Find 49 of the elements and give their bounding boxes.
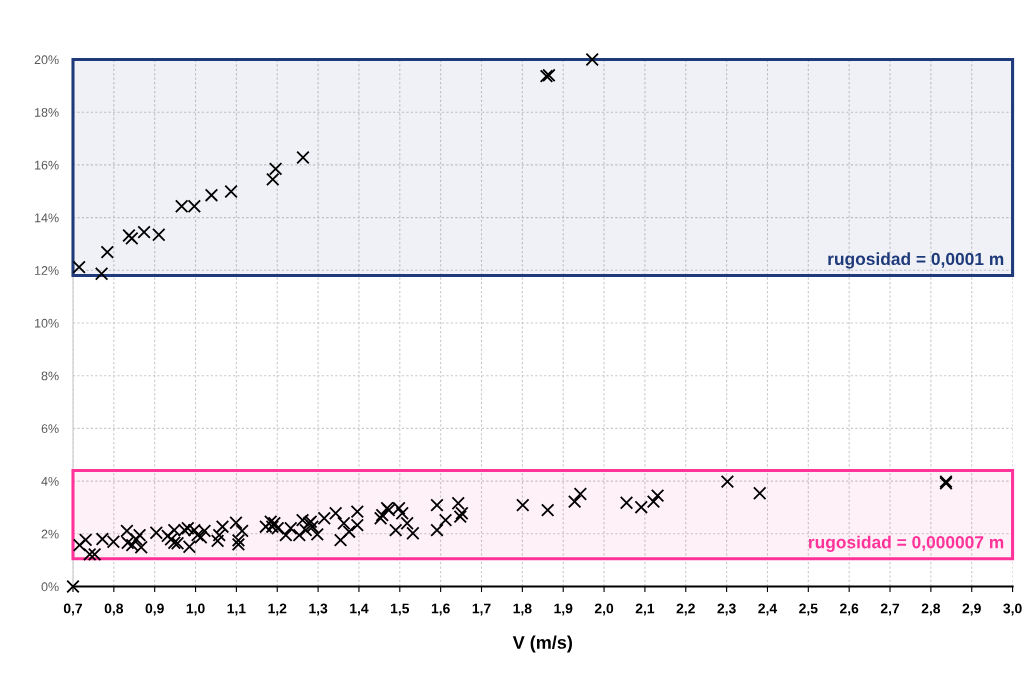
x-tick-label: 1,5 bbox=[391, 603, 410, 616]
x-tick-label: 1,2 bbox=[268, 603, 287, 616]
x-tick-label: 1,8 bbox=[513, 603, 532, 616]
x-axis-title: V (m/s) bbox=[512, 635, 572, 653]
x-tick-label: 0,7 bbox=[63, 603, 83, 616]
x-tick-label: 1,1 bbox=[227, 603, 246, 616]
x-tick-label: 1,9 bbox=[554, 603, 573, 616]
x-tick-label: 2,5 bbox=[799, 603, 818, 616]
y-tick-label: 6% bbox=[41, 424, 59, 434]
point bbox=[268, 162, 283, 176]
x-tick-label: 1,7 bbox=[472, 603, 491, 616]
point bbox=[72, 260, 86, 274]
x-tick-label: 2,2 bbox=[676, 603, 695, 616]
point bbox=[137, 225, 151, 239]
x-tick-label: 1,0 bbox=[186, 603, 205, 616]
x-tick-label: 2,7 bbox=[880, 603, 900, 616]
y-tick-label: 18% bbox=[35, 108, 59, 117]
x-tick-label: 1,6 bbox=[431, 603, 450, 616]
y-tick-label: 14% bbox=[35, 213, 59, 223]
y-tick-label: 10% bbox=[35, 318, 59, 328]
point bbox=[296, 150, 310, 165]
x-tick-label: 2,3 bbox=[717, 603, 736, 616]
x-tick-label: 2,6 bbox=[840, 603, 859, 616]
x-tick-label: 1,4 bbox=[350, 603, 369, 616]
x-tick-label: 2,4 bbox=[758, 603, 778, 616]
x-tick-label: 1,3 bbox=[309, 603, 328, 616]
x-tick-label: 0,8 bbox=[104, 603, 124, 616]
point bbox=[585, 52, 599, 67]
point bbox=[204, 188, 219, 202]
point bbox=[100, 245, 115, 259]
band-label: rugosidad = 0,0001 m bbox=[828, 252, 1004, 269]
x-tick-label: 2,0 bbox=[594, 603, 614, 616]
band-label: rugosidad = 0,000007 m bbox=[809, 535, 1004, 552]
y-tick-label: 4% bbox=[41, 476, 59, 486]
x-tick-label: 2,8 bbox=[921, 603, 941, 616]
y-tick-label: 12% bbox=[35, 266, 59, 275]
x-tick-label: 3,0 bbox=[1003, 603, 1022, 616]
point bbox=[94, 267, 109, 281]
point bbox=[224, 184, 238, 199]
x-tick-label: 2,1 bbox=[635, 603, 655, 616]
x-tick-label: 0,9 bbox=[145, 603, 164, 616]
point bbox=[266, 172, 280, 187]
y-tick-label: 20% bbox=[34, 55, 59, 65]
y-tick-label: 16% bbox=[35, 160, 59, 170]
point bbox=[152, 228, 166, 242]
y-tick-label: 0% bbox=[41, 582, 59, 592]
x-tick-label: 2,9 bbox=[962, 603, 981, 616]
y-tick-label: 8% bbox=[41, 371, 59, 381]
y-tick-label: 2% bbox=[41, 529, 59, 539]
